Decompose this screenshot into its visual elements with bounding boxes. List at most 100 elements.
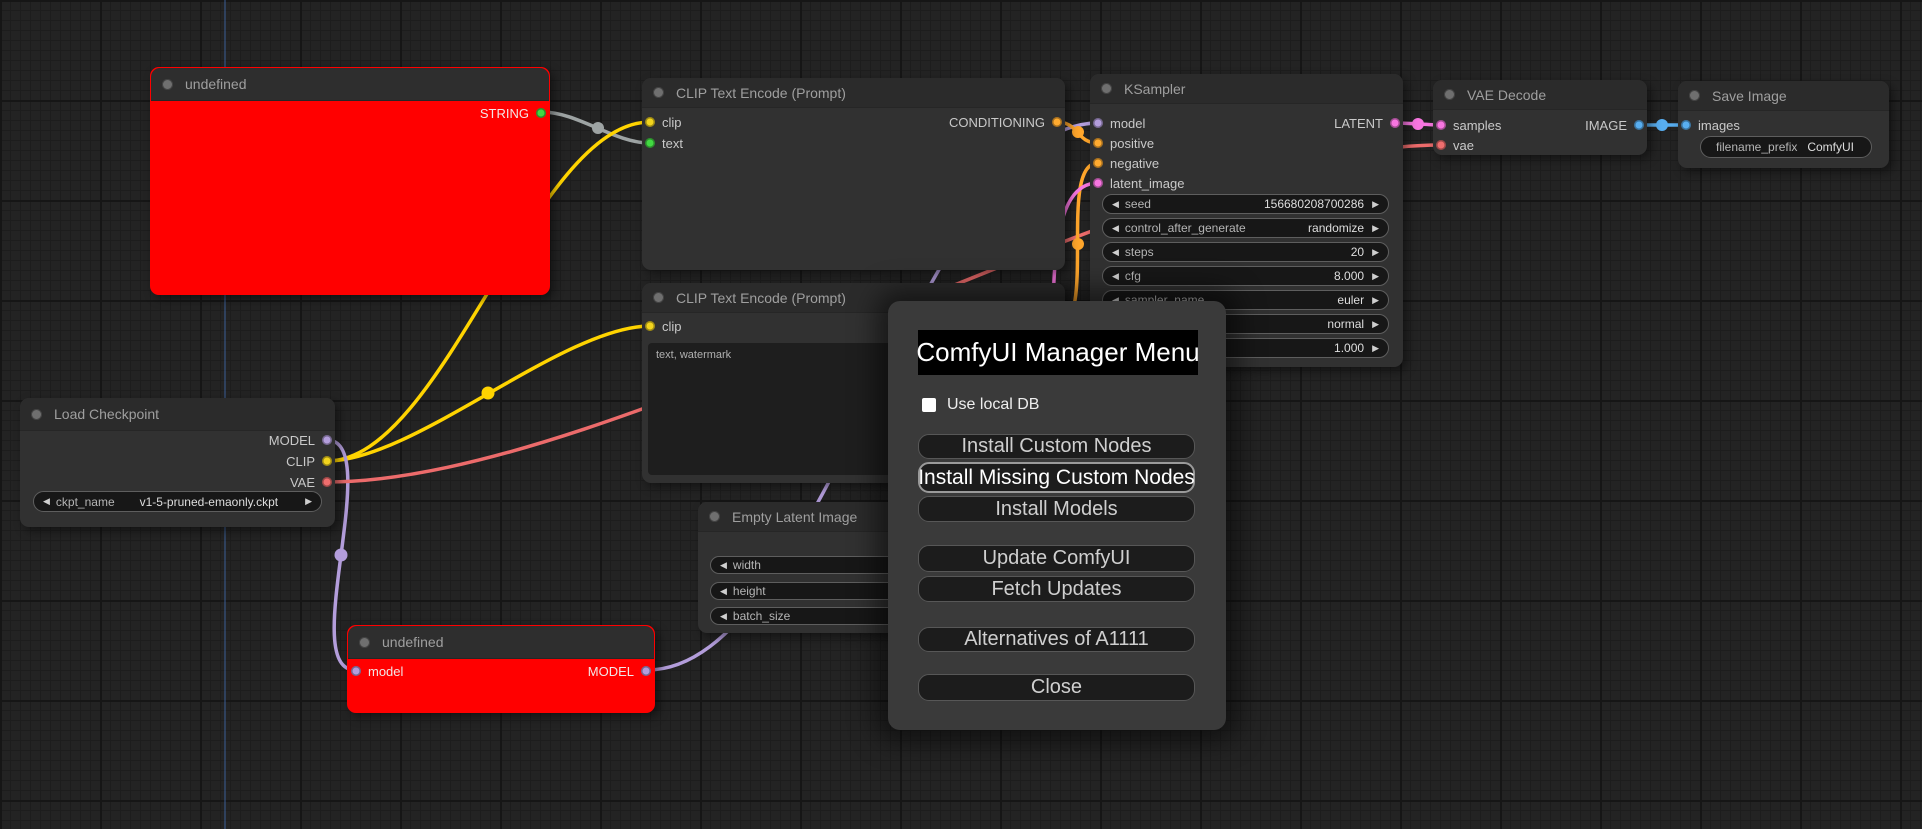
node-title: Save Image: [1712, 87, 1787, 104]
node-header[interactable]: undefined: [348, 626, 654, 659]
node-title: KSampler: [1124, 80, 1186, 97]
clip-slot-icon[interactable]: [322, 456, 332, 466]
decrement-arrow-icon[interactable]: ◀: [1112, 246, 1119, 257]
latent-slot-icon[interactable]: [1093, 178, 1103, 188]
install-missing-custom-nodes-button[interactable]: Install Missing Custom Nodes: [918, 462, 1195, 493]
decrement-arrow-icon[interactable]: ◀: [1112, 270, 1119, 281]
output-slot-model[interactable]: MODEL: [588, 662, 654, 680]
clip-slot-icon[interactable]: [645, 117, 655, 127]
node-header[interactable]: Save Image: [1678, 81, 1889, 111]
increment-arrow-icon[interactable]: ▶: [305, 496, 312, 506]
increment-arrow-icon[interactable]: ▶: [1372, 270, 1379, 281]
string-slot-icon[interactable]: [645, 138, 655, 148]
model-slot-icon[interactable]: [351, 666, 361, 676]
increment-arrow-icon[interactable]: ▶: [1372, 222, 1379, 233]
output-slot-clip[interactable]: CLIP: [286, 452, 335, 470]
output-slot-image[interactable]: IMAGE: [1585, 116, 1647, 134]
fetch-updates-button[interactable]: Fetch Updates: [918, 576, 1195, 602]
control-after-generate-widget[interactable]: ◀ control_after_generate randomize ▶: [1102, 218, 1389, 238]
collapse-dot-icon[interactable]: [653, 87, 664, 98]
node-header[interactable]: undefined: [151, 68, 549, 101]
cfg-widget[interactable]: ◀ cfg 8.000 ▶: [1102, 266, 1389, 286]
model-slot-icon[interactable]: [1093, 118, 1103, 128]
collapse-dot-icon[interactable]: [1101, 83, 1112, 94]
increment-arrow-icon[interactable]: ▶: [1372, 246, 1379, 257]
input-slot-latent-image[interactable]: latent_image: [1090, 174, 1184, 192]
use-local-db-checkbox[interactable]: [922, 398, 936, 412]
increment-arrow-icon[interactable]: ▶: [1372, 342, 1379, 353]
alternatives-of-a1111-button[interactable]: Alternatives of A1111: [918, 627, 1195, 652]
latent-slot-icon[interactable]: [1390, 118, 1400, 128]
output-slot-latent[interactable]: LATENT: [1334, 114, 1403, 132]
wire-latent-dot: [1412, 118, 1424, 130]
ckpt-name-widget[interactable]: ◀ ckpt_name v1-5-pruned-emaonly.ckpt ▶: [33, 491, 322, 512]
node-undefined-top[interactable]: undefined STRING: [150, 67, 550, 295]
node-title: Empty Latent Image: [732, 508, 858, 525]
node-header[interactable]: VAE Decode: [1433, 80, 1647, 110]
conditioning-slot-icon[interactable]: [1093, 138, 1103, 148]
decrement-arrow-icon[interactable]: ◀: [1112, 222, 1119, 233]
close-button[interactable]: Close: [918, 674, 1195, 701]
decrement-arrow-icon[interactable]: ◀: [720, 559, 727, 570]
increment-arrow-icon[interactable]: ▶: [1372, 198, 1379, 209]
node-header[interactable]: CLIP Text Encode (Prompt): [642, 78, 1065, 108]
decrement-arrow-icon[interactable]: ◀: [720, 585, 727, 596]
filename-prefix-widget[interactable]: filename_prefix ComfyUI: [1700, 136, 1872, 158]
output-slot-conditioning[interactable]: CONDITIONING: [949, 113, 1065, 131]
input-slot-positive[interactable]: positive: [1090, 134, 1154, 152]
clip-slot-icon[interactable]: [645, 321, 655, 331]
decrement-arrow-icon[interactable]: ◀: [43, 496, 50, 506]
output-slot-vae[interactable]: VAE: [290, 473, 335, 491]
wire-positive-dot: [1072, 126, 1084, 138]
node-save-image[interactable]: Save Image images filename_prefix ComfyU…: [1678, 81, 1889, 168]
node-header[interactable]: Load Checkpoint: [20, 398, 335, 431]
conditioning-slot-icon[interactable]: [1052, 117, 1062, 127]
collapse-dot-icon[interactable]: [1689, 90, 1700, 101]
input-slot-negative[interactable]: negative: [1090, 154, 1159, 172]
input-slot-model[interactable]: model: [1090, 114, 1145, 132]
collapse-dot-icon[interactable]: [359, 636, 370, 648]
node-undefined-bottom[interactable]: undefined model MODEL: [347, 625, 655, 713]
input-slot-vae[interactable]: vae: [1433, 136, 1474, 154]
node-clip-text-encode-1[interactable]: CLIP Text Encode (Prompt) clip text COND…: [642, 78, 1065, 270]
string-slot-icon[interactable]: [536, 108, 546, 118]
output-slot-model[interactable]: MODEL: [269, 431, 335, 449]
use-local-db-label: Use local DB: [947, 396, 1040, 413]
output-slot-string[interactable]: STRING: [480, 104, 549, 122]
model-slot-icon[interactable]: [322, 435, 332, 445]
wire-image-dot: [1656, 119, 1668, 131]
collapse-dot-icon[interactable]: [162, 78, 173, 90]
collapse-dot-icon[interactable]: [709, 511, 720, 522]
node-load-checkpoint[interactable]: Load Checkpoint MODEL CLIP VAE ◀ ckpt_na…: [20, 398, 335, 527]
node-vae-decode[interactable]: VAE Decode samples vae IMAGE: [1433, 80, 1647, 155]
image-slot-icon[interactable]: [1681, 120, 1691, 130]
decrement-arrow-icon[interactable]: ◀: [1112, 294, 1119, 305]
decrement-arrow-icon[interactable]: ◀: [720, 610, 727, 621]
image-slot-icon[interactable]: [1634, 120, 1644, 130]
decrement-arrow-icon[interactable]: ◀: [1112, 198, 1119, 209]
collapse-dot-icon[interactable]: [653, 292, 664, 303]
input-slot-text[interactable]: text: [642, 134, 683, 152]
input-slot-clip[interactable]: clip: [642, 317, 682, 335]
comfyui-manager-dialog: ComfyUI Manager Menu Use local DB Instal…: [888, 301, 1226, 730]
increment-arrow-icon[interactable]: ▶: [1372, 294, 1379, 305]
input-slot-model[interactable]: model: [348, 662, 403, 680]
collapse-dot-icon[interactable]: [1444, 89, 1455, 100]
install-custom-nodes-button[interactable]: Install Custom Nodes: [918, 434, 1195, 459]
input-slot-images[interactable]: images: [1678, 116, 1740, 134]
seed-widget[interactable]: ◀ seed 156680208700286 ▶: [1102, 194, 1389, 214]
steps-widget[interactable]: ◀ steps 20 ▶: [1102, 242, 1389, 262]
install-models-button[interactable]: Install Models: [918, 496, 1195, 522]
conditioning-slot-icon[interactable]: [1093, 158, 1103, 168]
input-slot-samples[interactable]: samples: [1433, 116, 1501, 134]
collapse-dot-icon[interactable]: [31, 408, 42, 420]
dialog-title[interactable]: ComfyUI Manager Menu: [916, 330, 1200, 375]
latent-slot-icon[interactable]: [1436, 120, 1446, 130]
vae-slot-icon[interactable]: [1436, 140, 1446, 150]
input-slot-clip[interactable]: clip: [642, 113, 682, 131]
vae-slot-icon[interactable]: [322, 477, 332, 487]
model-slot-icon[interactable]: [641, 666, 651, 676]
node-header[interactable]: KSampler: [1090, 74, 1403, 104]
increment-arrow-icon[interactable]: ▶: [1372, 318, 1379, 329]
update-comfyui-button[interactable]: Update ComfyUI: [918, 545, 1195, 572]
